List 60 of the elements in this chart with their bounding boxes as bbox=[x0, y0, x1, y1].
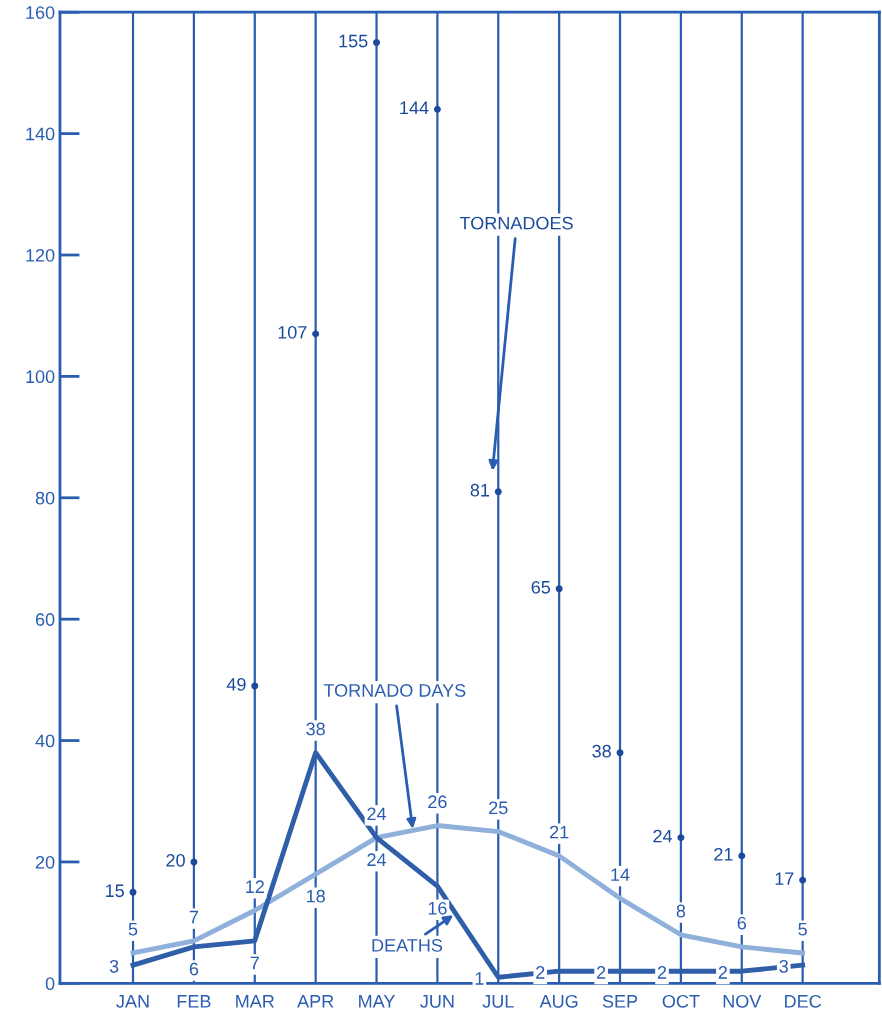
data-label: 107 bbox=[278, 325, 307, 339]
y-tick-label: 60 bbox=[35, 613, 55, 626]
data-label: 2 bbox=[657, 966, 667, 979]
data-label: 65 bbox=[531, 580, 551, 594]
data-label: 24 bbox=[653, 829, 673, 843]
data-label: 1 bbox=[475, 972, 484, 985]
x-tick-label: AUG bbox=[539, 994, 578, 1008]
data-label: 8 bbox=[676, 904, 686, 918]
data-label: 5 bbox=[128, 923, 138, 936]
data-label: 16 bbox=[428, 901, 447, 915]
y-tick-label: 160 bbox=[26, 6, 55, 19]
data-label: 2 bbox=[536, 966, 545, 979]
y-tick-label: 140 bbox=[26, 127, 55, 141]
x-tick-label: MAR bbox=[236, 995, 274, 1008]
data-label: 26 bbox=[428, 795, 447, 809]
data-label: 2 bbox=[718, 966, 727, 979]
data-label: 6 bbox=[737, 916, 746, 930]
y-tick-label: 40 bbox=[35, 734, 55, 748]
data-label: 24 bbox=[367, 853, 387, 866]
x-tick-label: JUN bbox=[420, 995, 454, 1008]
x-tick-label: DEC bbox=[785, 994, 822, 1008]
text: TORNADO DAYS bbox=[323, 684, 466, 697]
data-label: 21 bbox=[550, 825, 569, 839]
x-tick-label: FEB bbox=[177, 995, 211, 1008]
x-tick-label: OCT bbox=[662, 994, 700, 1008]
data-label: 12 bbox=[246, 880, 264, 893]
legend-label: DEATHS bbox=[372, 938, 443, 952]
y-tick-label: 80 bbox=[35, 491, 55, 505]
data-label: 5 bbox=[798, 923, 807, 936]
data-label: 6 bbox=[189, 962, 199, 976]
x-tick-label: JAN bbox=[116, 995, 149, 1008]
data-label: 24 bbox=[367, 807, 387, 821]
x-tick-label: JUL bbox=[482, 995, 514, 1008]
data-label: 7 bbox=[189, 910, 199, 924]
x-tick-label: MAY bbox=[359, 995, 396, 1008]
data-label: 38 bbox=[306, 722, 325, 736]
data-label: 15 bbox=[105, 884, 124, 898]
x-tick-label: APR bbox=[297, 995, 334, 1008]
data-label: 155 bbox=[339, 34, 368, 48]
text: TORNADOES bbox=[459, 216, 573, 230]
y-tick-label: 120 bbox=[26, 248, 55, 262]
data-label: 49 bbox=[226, 677, 246, 691]
data-label: 14 bbox=[611, 868, 630, 881]
y-tick-label: 20 bbox=[35, 855, 55, 869]
data-label: 7 bbox=[250, 956, 259, 970]
data-label: 3 bbox=[109, 959, 119, 973]
x-tick-label: SEP bbox=[602, 994, 638, 1008]
data-label: 144 bbox=[400, 101, 429, 115]
data-label: 21 bbox=[714, 847, 733, 861]
data-label: 81 bbox=[470, 483, 490, 497]
data-label: 38 bbox=[592, 744, 611, 758]
y-tick-label: 100 bbox=[26, 370, 55, 384]
data-label: 18 bbox=[306, 889, 325, 903]
x-tick-label: NOV bbox=[723, 994, 762, 1008]
data-label: 20 bbox=[166, 854, 185, 867]
data-label: 25 bbox=[489, 801, 508, 815]
data-label: 3 bbox=[779, 959, 788, 973]
y-tick-label: 0 bbox=[45, 977, 55, 991]
data-label: 2 bbox=[597, 966, 606, 979]
data-label: 17 bbox=[775, 872, 794, 885]
